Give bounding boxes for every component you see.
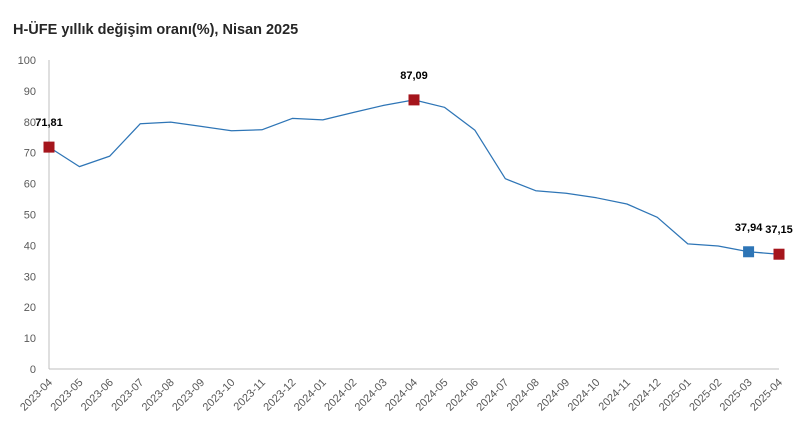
x-tick-label: 2024-07 [474, 377, 511, 414]
y-tick-label: 30 [24, 271, 36, 283]
x-tick-label: 2025-01 [657, 377, 694, 414]
data-label: 37,15 [765, 224, 793, 236]
y-tick-label: 0 [30, 364, 36, 376]
chart-title: H-ÜFE yıllık değişim oranı(%), Nisan 202… [13, 22, 299, 38]
x-tick-label: 2024-01 [292, 377, 329, 414]
y-tick-label: 100 [18, 55, 36, 67]
x-tick-label: 2023-05 [49, 377, 86, 414]
data-label: 37,94 [735, 222, 763, 234]
data-point-marker [43, 141, 55, 153]
y-axis: 0 10 20 30 40 50 60 70 80 90 100 [18, 55, 50, 376]
data-point-marker [773, 248, 785, 260]
y-tick-label: 80 [24, 117, 36, 129]
x-tick-label: 2025-02 [687, 377, 724, 414]
x-tick-label: 2023-07 [109, 377, 146, 414]
y-tick-label: 20 [24, 302, 36, 314]
y-tick-label: 50 [24, 210, 36, 222]
data-point-marker [408, 94, 420, 106]
x-tick-label: 2024-02 [322, 377, 359, 414]
x-tick-label: 2024-03 [353, 377, 390, 414]
data-label: 87,09 [400, 70, 428, 82]
x-tick-label: 2024-08 [505, 377, 542, 414]
x-tick-label: 2023-09 [170, 377, 207, 414]
y-tick-label: 40 [24, 240, 36, 252]
x-tick-label: 2024-09 [535, 377, 572, 414]
data-point-marker [743, 246, 755, 258]
x-tick-label: 2024-12 [626, 377, 663, 414]
x-tick-label: 2023-06 [79, 377, 116, 414]
y-tick-label: 70 [24, 148, 36, 160]
x-tick-label: 2024-10 [566, 377, 603, 414]
x-tick-label: 2025-04 [748, 377, 785, 414]
y-tick-label: 60 [24, 179, 36, 191]
series-group [48, 99, 780, 255]
x-tick-label: 2024-06 [444, 377, 481, 414]
x-tick-label: 2023-04 [18, 377, 55, 414]
highlight-markers: 71,81 87,09 37,94 37,15 [35, 70, 793, 260]
x-tick-label: 2023-10 [201, 377, 238, 414]
series-line [48, 99, 780, 255]
x-tick-label: 2023-12 [261, 377, 298, 414]
y-tick-label: 10 [24, 333, 36, 345]
x-tick-label: 2024-04 [383, 377, 420, 414]
x-tick-label: 2024-05 [414, 377, 451, 414]
x-tick-label: 2023-08 [140, 377, 177, 414]
y-tick-label: 90 [24, 86, 36, 98]
data-label: 71,81 [35, 117, 63, 129]
x-axis: 2023-042023-052023-062023-072023-082023-… [18, 368, 785, 414]
x-tick-label: 2025-03 [718, 377, 755, 414]
